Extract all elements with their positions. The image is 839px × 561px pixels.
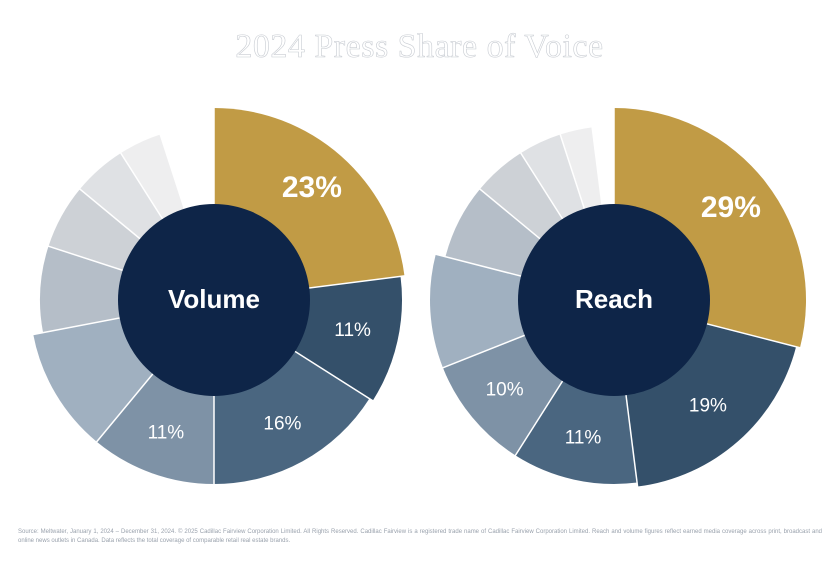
donut-volume: 23% 11% 16% 11% Volume: [21, 104, 409, 496]
center-label-reach: Reach: [575, 284, 653, 314]
slice-label-reach-1: 19%: [689, 396, 727, 417]
chart-title: 2024 Press Share of Voice: [235, 28, 604, 66]
center-label-volume: Volume: [168, 284, 260, 314]
donut-center-volume: [118, 204, 310, 396]
source-footnote: Source: Meltwater, January 1, 2024 – Dec…: [18, 529, 822, 544]
slice-label-reach-3: 10%: [486, 380, 524, 401]
slice-label-volume-3: 11%: [148, 423, 185, 444]
slice-label-volume-0: 23%: [282, 171, 342, 204]
donut-center-reach: [518, 204, 710, 396]
donut-reach: 29% 19% 11% 10% Reach: [423, 104, 807, 495]
slice-label-reach-0: 29%: [701, 191, 761, 224]
slice-label-volume-2: 16%: [263, 413, 301, 434]
slice-label-reach-2: 11%: [565, 428, 602, 449]
slice-label-volume-1: 11%: [334, 320, 371, 341]
